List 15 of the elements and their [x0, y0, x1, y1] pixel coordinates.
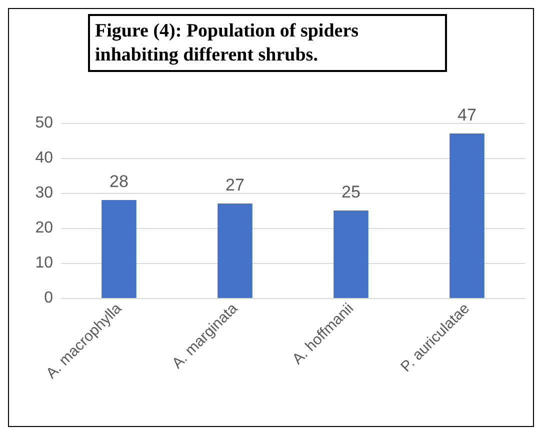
data-label: 27 [226, 176, 244, 194]
bar [334, 210, 368, 298]
data-label: 25 [342, 182, 360, 202]
y-tick-label: 20 [35, 220, 54, 236]
y-tick-label: 30 [35, 184, 54, 202]
y-tick-label: 50 [35, 114, 54, 132]
bar [450, 134, 484, 298]
data-label: 28 [110, 172, 128, 191]
y-tick-label: 40 [35, 150, 54, 166]
chart-title: Figure (4): Population of spiders inhabiting different shrubs. [95, 20, 364, 66]
bar [102, 200, 136, 298]
y-tick-label: 10 [35, 254, 54, 272]
y-tick-label: 0 [44, 290, 54, 306]
bar [218, 204, 252, 298]
data-label: 47 [458, 106, 476, 124]
